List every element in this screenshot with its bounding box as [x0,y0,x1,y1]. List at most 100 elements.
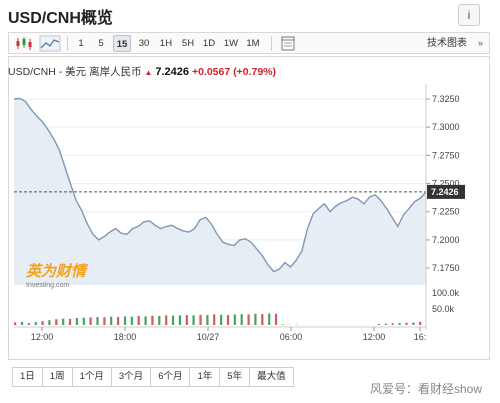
volume-bar [398,323,401,325]
volume-bar [34,322,37,325]
volume-bar [14,322,17,325]
current-price-tag: 7.2426 [427,184,465,199]
page-title: USD/CNH概览 [8,10,113,27]
volume-bar [20,321,24,325]
price-tick-label: 7.1750 [432,263,460,273]
time-tick-label: 12:00 [31,332,54,342]
toolbar-separator [271,36,272,51]
volume-bar [75,318,78,325]
volume-bar [268,313,271,325]
price-tick-label: 7.2500 [432,179,460,189]
tech-chart-link[interactable]: 技术图表 [427,38,467,49]
price-tick-label: 7.2250 [432,207,460,217]
range-1d[interactable]: 1日 [12,367,43,387]
time-tick-label: 06:00 [280,332,303,342]
volume-bar [240,314,243,325]
volume-bar [391,323,394,325]
volume-bar [89,317,92,325]
range-1y[interactable]: 1年 [189,367,221,387]
volume-bar [171,315,175,325]
time-axis: 12:00 18:00 10/27 06:00 12:00 16: [14,326,427,342]
title-bar: USD/CNH概览 i [0,0,500,28]
volume-bar [82,317,85,325]
interval-5[interactable]: 5 [98,38,104,49]
price-line [13,97,427,273]
range-6m[interactable]: 6个月 [150,367,191,387]
chart-panel [8,56,490,360]
volume-bar [123,316,127,325]
volume-bar [384,323,387,325]
interval-30[interactable]: 30 [138,38,150,49]
interval-1m[interactable]: 1M [246,38,260,49]
volume-bar [192,315,195,325]
info-button[interactable]: i [458,4,480,26]
interval-1w[interactable]: 1W [223,38,239,49]
volume-bar [55,319,58,325]
range-1w[interactable]: 1周 [41,367,73,387]
price-tick-label: 7.2000 [432,235,460,245]
volume-bar [27,323,30,325]
volume-bar [213,314,216,325]
volume-bar [233,314,236,325]
volume-bar [130,316,133,325]
volume-bar [151,315,154,325]
area-chart-icon[interactable] [39,35,61,52]
price-change: +0.0567 [191,66,231,78]
volume-bar [48,320,51,325]
volume-bars [14,313,422,325]
price-change-pct: (+0.79%) [233,66,277,78]
time-tick-label: 18:00 [114,332,137,342]
range-max[interactable]: 最大值 [249,367,294,387]
current-price-tag-text: 7.2426 [431,187,459,197]
price-tick-label: 7.3000 [432,122,460,132]
candlestick-icon[interactable] [13,35,35,52]
volume-bar [226,315,230,325]
volume-axis: 100.0k 50.0k [432,288,460,314]
interval-5h[interactable]: 5H [181,38,195,49]
volume-bar [405,322,408,325]
investing-logo: 英为财情 Investing.com [25,262,89,289]
price-up-arrow-icon: ▲ [144,68,153,77]
volume-bar [68,318,72,325]
interval-1[interactable]: 1 [78,38,84,49]
range-3m[interactable]: 3个月 [110,367,152,387]
pair-label: USD/CNH - 美元 离岸人民币 [8,66,142,78]
time-tick-label: 12:00 [363,332,386,342]
volume-bar [419,321,422,325]
volume-bar [247,314,250,325]
watermark-text: 风爱号：看财经show [370,382,483,396]
logo-subtext: Investing.com [26,282,69,289]
tech-chart-caret-icon[interactable]: » [477,38,483,48]
time-tick-label: 16: [414,332,427,342]
range-5y[interactable]: 5年 [219,367,251,387]
logo-text: 英为财情 [25,262,89,280]
volume-tick-label: 100.0k [432,288,460,298]
toolbar-separator [67,36,68,51]
volume-bar [261,314,264,325]
last-price: 7.2426 [155,66,190,78]
current-price-tag-box [427,184,465,199]
volume-bar [110,316,113,325]
range-1m[interactable]: 1个月 [71,367,112,387]
price-tick-label: 7.3250 [432,94,460,104]
volume-bar [220,314,223,325]
price-axis: 7.3250 7.3000 7.2750 7.2500 7.2250 7.2000 7.17… [425,84,460,330]
volume-tick-label: 50.0k [432,304,455,314]
interval-1d[interactable]: 1D [202,38,216,49]
volume-bar [281,324,284,325]
interval-15[interactable]: 15 [113,35,131,52]
price-chart[interactable]: 7.3250 7.3000 7.2750 7.2500 7.2250 7.2000 7.17… [0,0,500,365]
interval-1h[interactable]: 1H [159,38,173,49]
volume-bar [254,313,257,325]
volume-bar [206,315,209,325]
volume-bar [199,314,202,325]
volume-bar [103,317,106,325]
range-selector: 1日 1周 1个月 3个月 6个月 1年 5年 最大值 [12,367,294,387]
volume-bar [274,313,278,325]
price-area-fill [14,98,426,285]
calendar-icon[interactable] [277,35,299,52]
volume-bar [185,315,188,325]
volume-bar [158,316,161,325]
volume-bar [137,316,140,325]
volume-bar [377,324,381,325]
